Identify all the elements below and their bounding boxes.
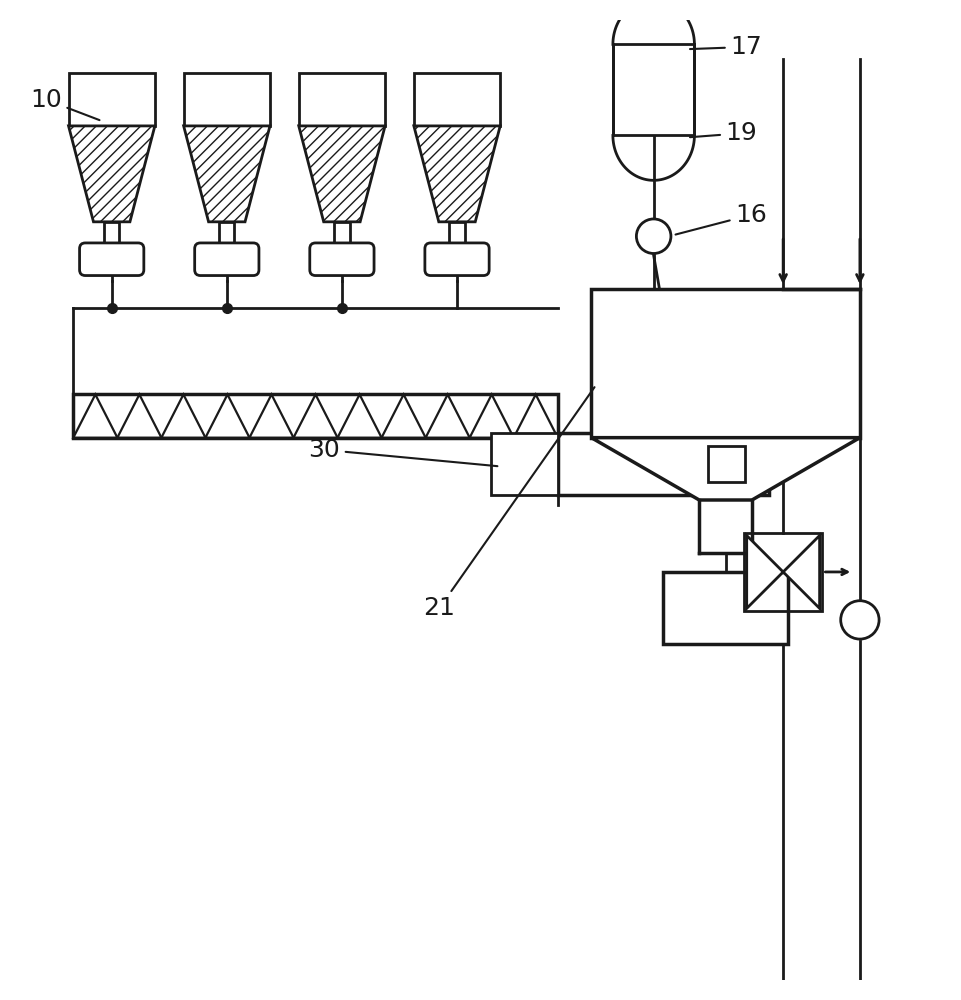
Bar: [612, 49, 694, 131]
Text: 21: 21: [423, 387, 594, 620]
Bar: [104, 222, 119, 246]
Text: 30: 30: [308, 438, 497, 466]
Polygon shape: [68, 126, 155, 222]
Text: 10: 10: [30, 88, 99, 120]
Bar: [449, 222, 464, 246]
Polygon shape: [513, 394, 557, 438]
FancyBboxPatch shape: [309, 243, 374, 276]
Text: 19: 19: [689, 121, 756, 145]
Bar: [591, 289, 859, 438]
Polygon shape: [73, 394, 117, 438]
Bar: [662, 572, 787, 644]
Bar: [612, 44, 694, 135]
Polygon shape: [249, 394, 293, 438]
Bar: [557, 433, 768, 495]
Circle shape: [636, 219, 670, 253]
Polygon shape: [337, 394, 382, 438]
Polygon shape: [184, 126, 270, 222]
Bar: [413, 73, 500, 126]
FancyBboxPatch shape: [80, 243, 144, 276]
Polygon shape: [117, 394, 161, 438]
Bar: [68, 73, 155, 126]
Polygon shape: [591, 438, 859, 500]
Polygon shape: [293, 394, 337, 438]
Polygon shape: [746, 535, 782, 608]
FancyBboxPatch shape: [425, 243, 488, 276]
Bar: [299, 73, 384, 126]
FancyBboxPatch shape: [194, 243, 259, 276]
Polygon shape: [469, 394, 513, 438]
Polygon shape: [161, 394, 206, 438]
Polygon shape: [425, 394, 469, 438]
Polygon shape: [206, 394, 249, 438]
Polygon shape: [299, 126, 384, 222]
Text: 17: 17: [689, 35, 761, 59]
Polygon shape: [782, 535, 819, 608]
Bar: [184, 73, 270, 126]
Bar: [490, 433, 557, 495]
Bar: [219, 222, 234, 246]
Bar: [333, 222, 349, 246]
Bar: [73, 394, 557, 438]
Polygon shape: [413, 126, 500, 222]
Polygon shape: [382, 394, 425, 438]
Bar: [707, 446, 744, 482]
Text: 16: 16: [675, 203, 766, 235]
Circle shape: [840, 601, 878, 639]
Bar: [743, 533, 822, 611]
